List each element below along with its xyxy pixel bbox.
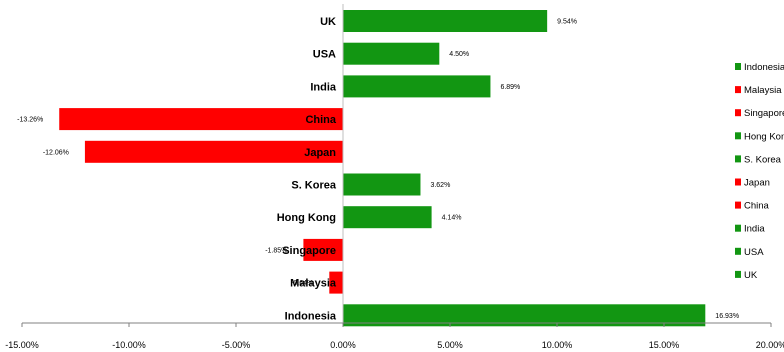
legend-swatch-indonesia bbox=[735, 63, 741, 70]
legend-swatch-india bbox=[735, 224, 741, 232]
bar-usa bbox=[343, 42, 440, 65]
value-label-usa: 4.50% bbox=[449, 51, 469, 58]
bar-malaysia bbox=[329, 271, 343, 294]
legend-label-hong-kong: Hong Kong bbox=[744, 131, 784, 142]
category-label-s-korea: S. Korea bbox=[291, 180, 337, 192]
bars-group bbox=[59, 10, 706, 327]
legend-label-usa: USA bbox=[744, 247, 764, 258]
category-label-japan: Japan bbox=[304, 147, 336, 159]
bar-singapore bbox=[303, 238, 343, 261]
x-axis: -15.00% -10.00% -5.00% 0.00% 5.00% 10.00% 15.0… bbox=[5, 4, 784, 350]
value-label-india: 6.89% bbox=[500, 84, 520, 91]
x-tick-label: 10.00% bbox=[542, 340, 573, 350]
x-tick-label: 5.00% bbox=[437, 340, 463, 350]
category-label-hong-kong: Hong Kong bbox=[277, 212, 336, 224]
category-label-uk: UK bbox=[320, 16, 336, 28]
bar-japan bbox=[84, 140, 343, 163]
legend-swatch-uk bbox=[735, 270, 741, 278]
legend-label-indonesia: Indonesia bbox=[744, 62, 784, 73]
legend-swatch-s-korea bbox=[735, 155, 741, 163]
category-label-indonesia: Indonesia bbox=[285, 310, 337, 322]
x-tick-label: -10.00% bbox=[112, 340, 146, 350]
bar-indonesia bbox=[343, 304, 706, 327]
category-label-malaysia: Malaysia bbox=[290, 278, 337, 290]
legend-label-japan: Japan bbox=[744, 178, 770, 189]
x-tick-label: -5.00% bbox=[222, 340, 251, 350]
bar-china bbox=[59, 108, 344, 131]
legend-label-malaysia: Malaysia bbox=[744, 85, 782, 96]
bar-s-korea bbox=[343, 173, 421, 196]
bar-uk bbox=[343, 10, 548, 32]
value-label-hong-kong: 4.14% bbox=[442, 215, 462, 222]
legend-swatch-hong-kong bbox=[735, 132, 741, 140]
legend-swatch-china bbox=[735, 201, 741, 209]
value-label-malaysia: -0.64% bbox=[291, 280, 313, 287]
legend-label-china: China bbox=[744, 201, 770, 212]
bar-hong-kong bbox=[343, 206, 432, 229]
x-tick-label: 0.00% bbox=[330, 340, 356, 350]
legend-label-india: India bbox=[744, 224, 765, 235]
category-label-india: India bbox=[310, 81, 337, 93]
bar-india bbox=[343, 75, 491, 98]
value-label-indonesia: 16.93% bbox=[715, 313, 739, 320]
value-label-singapore: -1.85% bbox=[265, 247, 287, 254]
legend: Indonesia Malaysia Singapore Hong Kong S. Ko… bbox=[735, 62, 784, 281]
value-label-uk: 9.54% bbox=[557, 19, 577, 26]
value-label-japan: -12.06% bbox=[43, 149, 69, 156]
category-label-singapore: Singapore bbox=[282, 245, 336, 257]
category-label-usa: USA bbox=[313, 49, 336, 61]
value-labels-group: 9.54% 4.50% 6.89% -13.26% -12.06% 3.62% 4.14% -… bbox=[17, 19, 739, 320]
legend-swatch-japan bbox=[735, 178, 741, 186]
legend-label-uk: UK bbox=[744, 270, 758, 281]
x-tick-label: 20.00% bbox=[756, 340, 784, 350]
legend-label-singapore: Singapore bbox=[744, 108, 784, 119]
legend-swatch-malaysia bbox=[735, 86, 741, 94]
x-tick-label: -15.00% bbox=[5, 340, 39, 350]
value-label-china: -13.26% bbox=[17, 117, 43, 124]
x-tick-label: 15.00% bbox=[649, 340, 680, 350]
category-label-china: China bbox=[305, 114, 336, 126]
category-labels-group: UK USA India China Japan S. Korea Hong Kong Sin… bbox=[277, 16, 337, 322]
legend-swatch-usa bbox=[735, 247, 741, 255]
legend-swatch-singapore bbox=[735, 109, 741, 117]
legend-label-s-korea: S. Korea bbox=[744, 154, 782, 165]
value-label-s-korea: 3.62% bbox=[430, 182, 450, 189]
